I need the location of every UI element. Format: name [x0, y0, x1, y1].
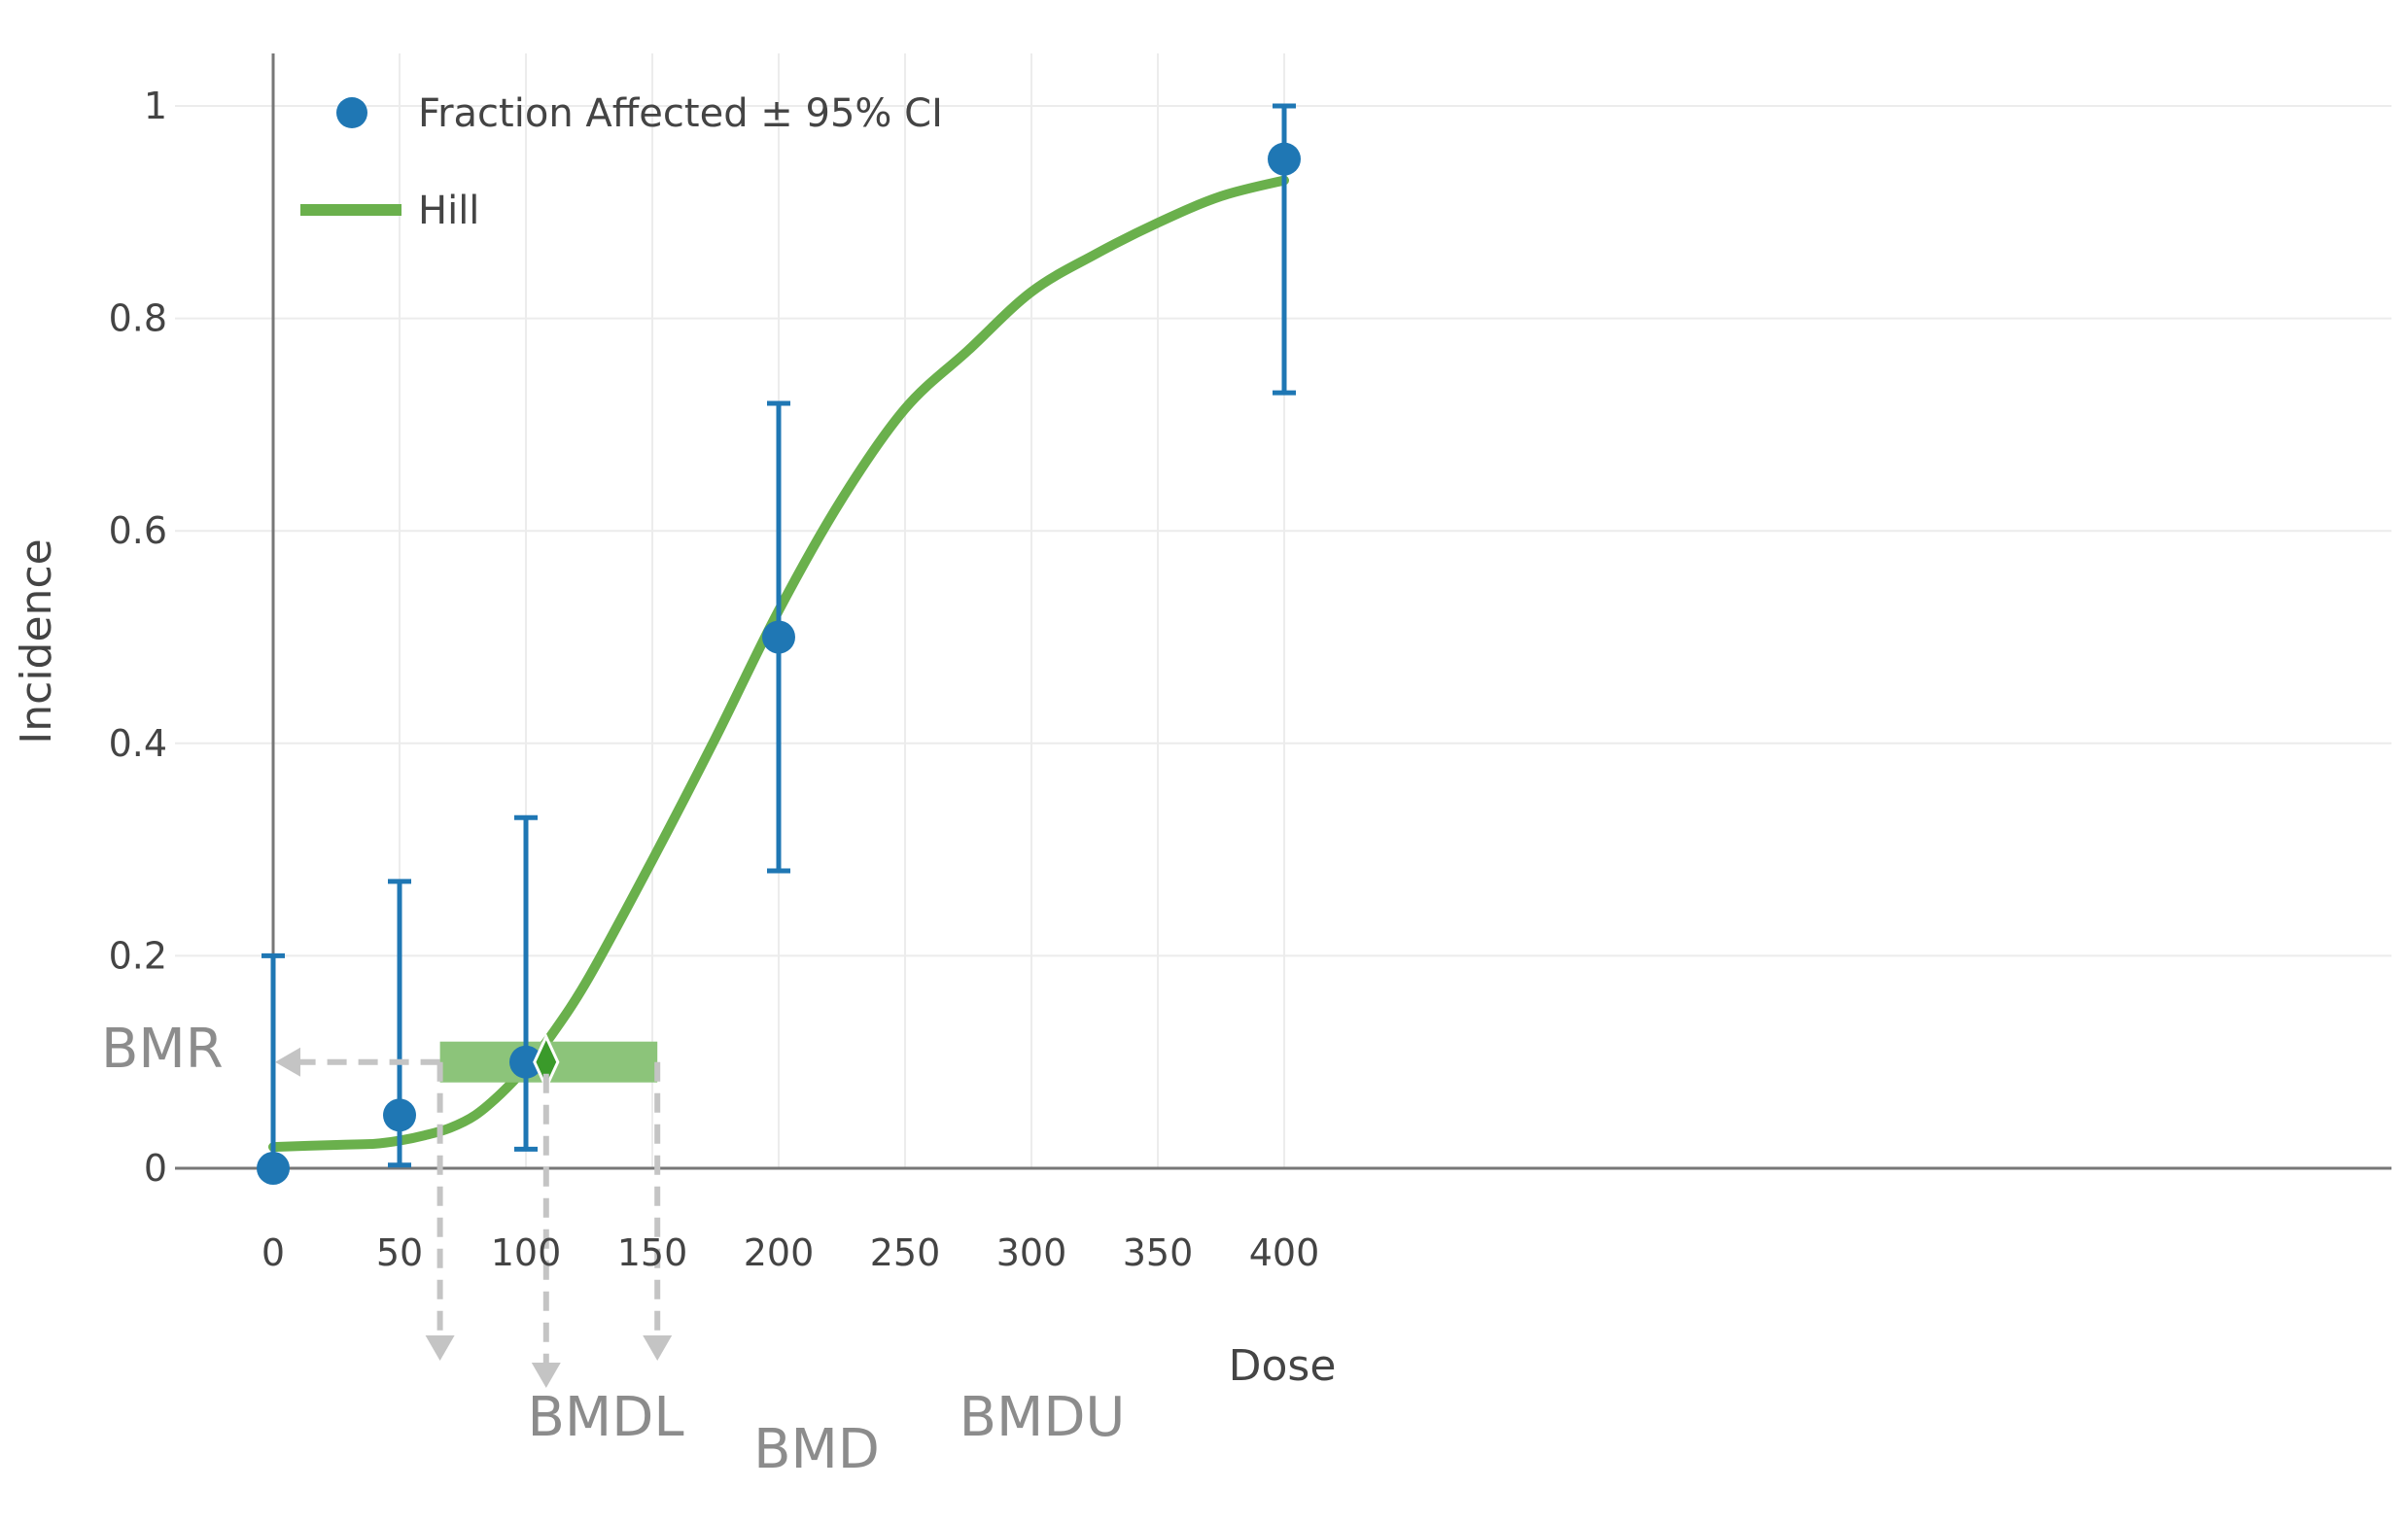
x-tick-label: 0: [262, 1231, 285, 1274]
y-axis-title: Incidence: [12, 538, 61, 744]
hill-curve-layer: [268, 175, 1289, 1153]
bmd-label: BMD: [753, 1418, 880, 1481]
y-tick-label: 0: [144, 1147, 167, 1190]
x-tick-label: 100: [491, 1231, 562, 1274]
y-tick-label: 0.2: [109, 934, 167, 977]
bmdl-label: BMDL: [527, 1386, 683, 1449]
y-tick-label: 0.6: [109, 509, 167, 552]
legend-line-marker: [300, 204, 401, 216]
x-tick-label: 250: [870, 1231, 941, 1274]
bmdl-arrow-arrowhead: [425, 1335, 455, 1361]
data-point: [762, 620, 795, 654]
data-point: [383, 1098, 416, 1132]
x-tick-label: 300: [996, 1231, 1067, 1274]
bmd-arrow-arrowhead: [531, 1363, 561, 1388]
x-tick-label: 50: [376, 1231, 423, 1274]
bmdu-label: BMDU: [960, 1386, 1126, 1449]
legend-label-hill: Hill: [418, 189, 479, 233]
legend: Fraction Affected ± 95% CI Hill: [300, 91, 943, 233]
legend-label-points: Fraction Affected ± 95% CI: [418, 91, 943, 136]
bmr-label: BMR: [101, 1018, 224, 1081]
data-point: [509, 1045, 542, 1079]
bmd-annotations: [275, 1047, 673, 1388]
y-tick-label: 1: [144, 85, 167, 127]
tick-labels: 0 50 100 150 200 250 300 350 400 0 0.2 0.4 0.6 0.8 1: [109, 85, 1320, 1274]
hill-curve-line: [268, 175, 1289, 1153]
legend-point-marker: [336, 97, 367, 128]
x-tick-label: 400: [1249, 1231, 1320, 1274]
x-axis-title: Dose: [1229, 1341, 1337, 1391]
bmdu-arrow-arrowhead: [643, 1335, 673, 1361]
data-points-layer: [257, 103, 1301, 1185]
bmr-arrowhead: [275, 1047, 300, 1077]
data-point: [257, 1152, 290, 1185]
x-tick-label: 200: [744, 1231, 815, 1274]
x-tick-label: 150: [617, 1231, 688, 1274]
x-tick-label: 350: [1123, 1231, 1194, 1274]
y-tick-label: 0.4: [109, 722, 167, 765]
data-point: [1268, 142, 1301, 176]
y-tick-label: 0.8: [109, 297, 167, 340]
